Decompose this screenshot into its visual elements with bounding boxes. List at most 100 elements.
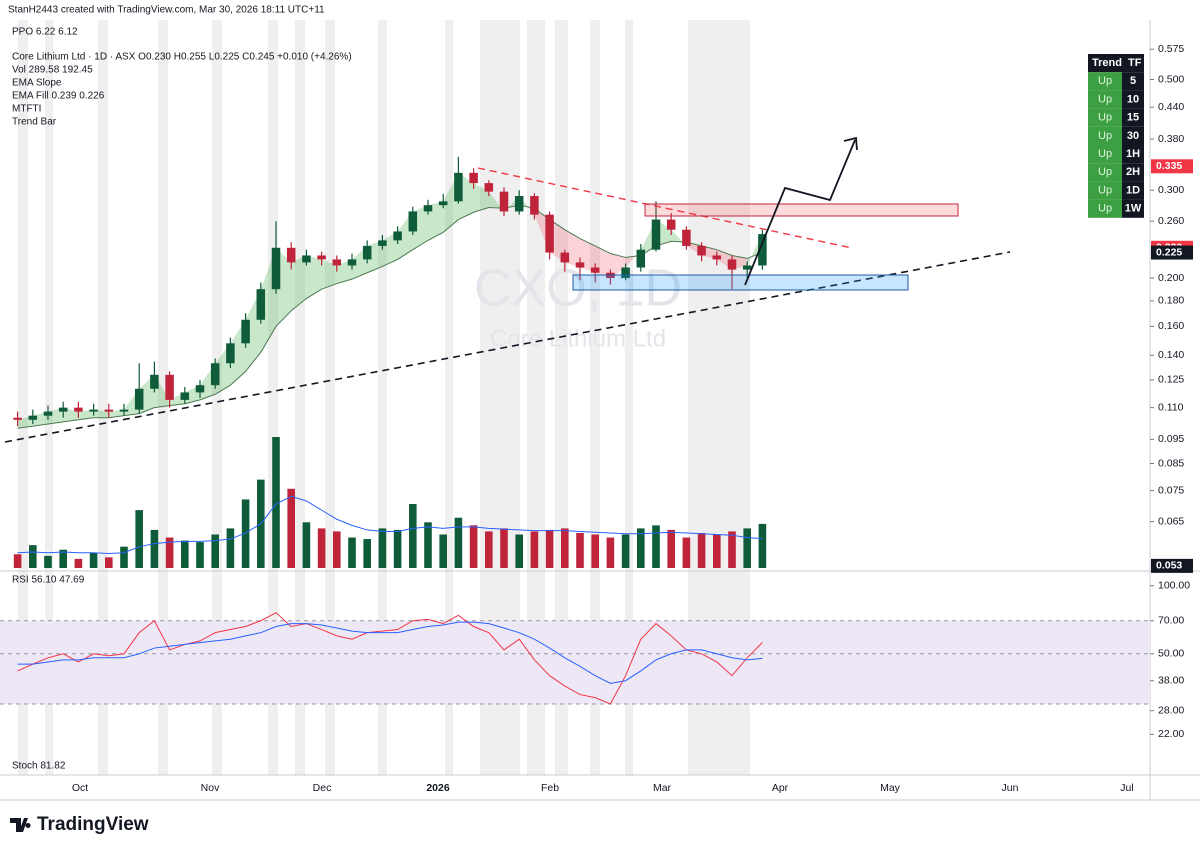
shade [625, 20, 633, 775]
candle-body [332, 259, 342, 266]
candle-body [438, 201, 448, 206]
candle-body [286, 247, 296, 263]
shade [45, 20, 53, 775]
trend-cell [1088, 90, 1122, 109]
x-tick-label: Feb [541, 782, 559, 794]
candle-body [165, 374, 174, 400]
volume-bar [302, 522, 311, 568]
ema-fill-legend: EMA Fill 0.239 0.226 [12, 91, 105, 102]
shade [590, 20, 600, 775]
trend-cell [1088, 181, 1122, 200]
volume-bar [515, 534, 523, 568]
volume-bar [667, 529, 675, 568]
candle-body [423, 205, 433, 212]
candle-body [666, 219, 676, 230]
x-tick-label: Nov [201, 782, 220, 794]
price-marker-label: 0.053 [1156, 560, 1182, 572]
volume-bar [150, 529, 159, 568]
y-tick-label: 0.440 [1158, 101, 1184, 113]
y-tick-label: 0.500 [1158, 73, 1184, 85]
ema-fill [93, 409, 109, 418]
volume-bar [211, 534, 219, 568]
volume-bar [652, 525, 660, 568]
x-tick-label: Mar [653, 782, 672, 794]
ema-fill [306, 255, 322, 299]
volume-bar [409, 504, 417, 568]
volume-bar [424, 522, 432, 568]
candle-body [742, 265, 752, 270]
y-tick-label: 0.575 [1158, 43, 1184, 55]
volume-bar [530, 531, 539, 568]
volume-bar [272, 437, 280, 568]
trend-bar-legend: Trend Bar [12, 117, 57, 128]
watermark: CXO, 1D [474, 260, 682, 318]
trend-cell [1088, 72, 1122, 91]
tf-value: 1D [1126, 184, 1140, 196]
tf-value: 2H [1126, 166, 1140, 178]
symbol-legend: Core Lithium Ltd · 1D · ASX O0.230 H0.25… [12, 52, 352, 63]
y-tick-label: 0.065 [1158, 515, 1184, 527]
trend-cell [1088, 199, 1122, 218]
y-tick-label: 50.00 [1158, 648, 1184, 660]
ema-fill [610, 253, 626, 279]
trend-cell [1088, 108, 1122, 127]
candle-body [530, 196, 539, 215]
candle-body [104, 409, 114, 412]
x-tick-label: Dec [313, 782, 332, 794]
table-header: TF [1128, 57, 1142, 69]
ema-slope-legend: EMA Slope [12, 78, 62, 89]
candle-body [13, 417, 22, 420]
y-tick-label: 0.160 [1158, 320, 1184, 332]
candle-body [545, 214, 554, 253]
volume-ma [17, 495, 763, 555]
rsi-line [17, 621, 763, 684]
candle-body [560, 252, 570, 263]
y-tick-label: 0.300 [1158, 184, 1184, 196]
ema-fill [78, 409, 94, 420]
candle-body [697, 245, 706, 256]
shade [445, 20, 453, 775]
logo: TradingView [10, 814, 149, 835]
candle-body [58, 407, 68, 412]
candle-body [347, 259, 357, 266]
volume-bar [363, 539, 371, 568]
x-tick-label: Oct [72, 782, 88, 794]
trend-value: Up [1098, 184, 1112, 196]
trend-cell [1088, 163, 1122, 182]
x-tick-label: 2026 [426, 782, 450, 794]
tf-cell [1122, 163, 1144, 182]
candle-body [362, 245, 372, 260]
mtfti-legend: MTFTI [12, 104, 41, 115]
volume-bar [454, 517, 463, 568]
candle-body [210, 363, 220, 386]
ema-fill [321, 259, 337, 290]
candle-body [484, 183, 494, 192]
ppo-legend: PPO 6.22 6.12 [12, 27, 78, 38]
shade [555, 20, 568, 775]
y-tick-label: 0.380 [1158, 133, 1184, 145]
candle-body [636, 249, 646, 268]
candle-body [150, 374, 159, 389]
candle-body [119, 409, 129, 412]
trend-value: Up [1098, 112, 1112, 124]
candle-body [469, 172, 478, 184]
volume-bar [135, 510, 143, 568]
x-tick-label: May [880, 782, 901, 794]
support-zone [572, 274, 909, 291]
vol-legend: Vol 289.58 192.45 [12, 65, 93, 76]
tf-cell [1122, 126, 1144, 145]
logo-text: TradingView [37, 814, 149, 835]
volume-bar [333, 531, 341, 568]
y-tick-label: 100.00 [1158, 580, 1190, 592]
candle-body [727, 259, 737, 270]
candle-body [514, 196, 524, 212]
volume-bar [713, 534, 721, 568]
y-tick-label: 0.125 [1158, 374, 1184, 386]
y-tick-label: 70.00 [1158, 615, 1184, 627]
shade [295, 20, 305, 775]
trend-value: Up [1098, 130, 1112, 142]
candle-body [712, 255, 722, 260]
tf-cell [1122, 72, 1144, 91]
candle-body [43, 411, 53, 416]
